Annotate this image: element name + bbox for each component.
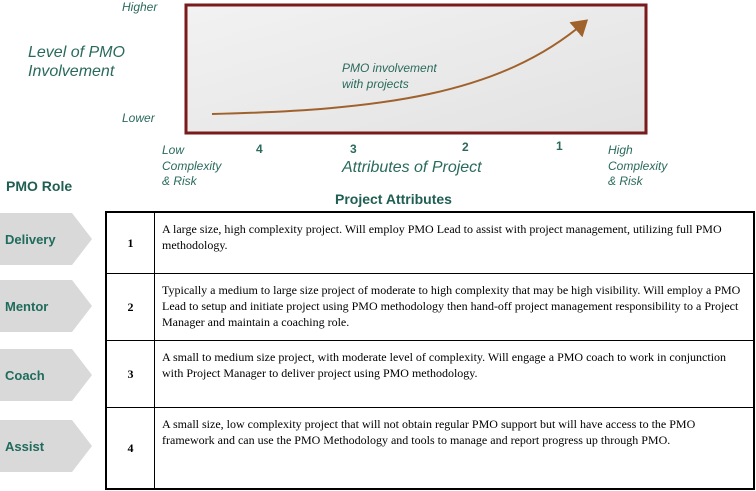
role-chevron (0, 213, 92, 265)
x-high: Complexity (608, 159, 668, 173)
description: A small to medium size project, with mod… (162, 350, 727, 380)
x-low: Low (162, 143, 185, 157)
y-low: Lower (122, 111, 156, 125)
x-level: 3 (350, 142, 357, 156)
level-number: 3 (107, 341, 155, 407)
x-level: 4 (256, 142, 263, 156)
x-low: Complexity (162, 159, 222, 173)
role-chevron (0, 349, 92, 401)
role-name: Delivery (5, 232, 56, 247)
level-number: 1 (107, 213, 155, 273)
involvement-curve (211, 19, 589, 115)
role-name: Mentor (5, 299, 48, 314)
x-high: & Risk (608, 174, 644, 188)
description: A large size, high complexity project. W… (162, 222, 722, 252)
role-name: Coach (5, 368, 45, 383)
role-chevrons: Delivery Mentor Coach Assist (0, 213, 92, 472)
curve-label: PMO involvement (342, 61, 437, 75)
x-high: High (608, 143, 633, 157)
description: A small size, low complexity project tha… (162, 417, 696, 447)
description: Typically a medium to large size project… (162, 283, 741, 329)
x-low: & Risk (162, 174, 198, 188)
y-title: Level of PMO (28, 44, 125, 61)
x-level: 2 (462, 140, 469, 154)
role-chevron (0, 280, 92, 332)
x-title: Attributes of Project (341, 159, 482, 176)
level-number: 4 (107, 408, 155, 488)
y-high: Higher (122, 0, 158, 14)
y-title: Involvement (28, 63, 115, 80)
x-level: 1 (556, 139, 563, 153)
role-chevron (0, 420, 92, 472)
table-title: Project Attributes (335, 191, 452, 207)
roles-header: PMO Role (6, 178, 72, 194)
curve-label: with projects (342, 77, 409, 91)
level-number: 2 (107, 274, 155, 340)
role-name: Assist (5, 439, 45, 454)
table-row: 2 Typically a medium to large size projec… (107, 273, 753, 340)
